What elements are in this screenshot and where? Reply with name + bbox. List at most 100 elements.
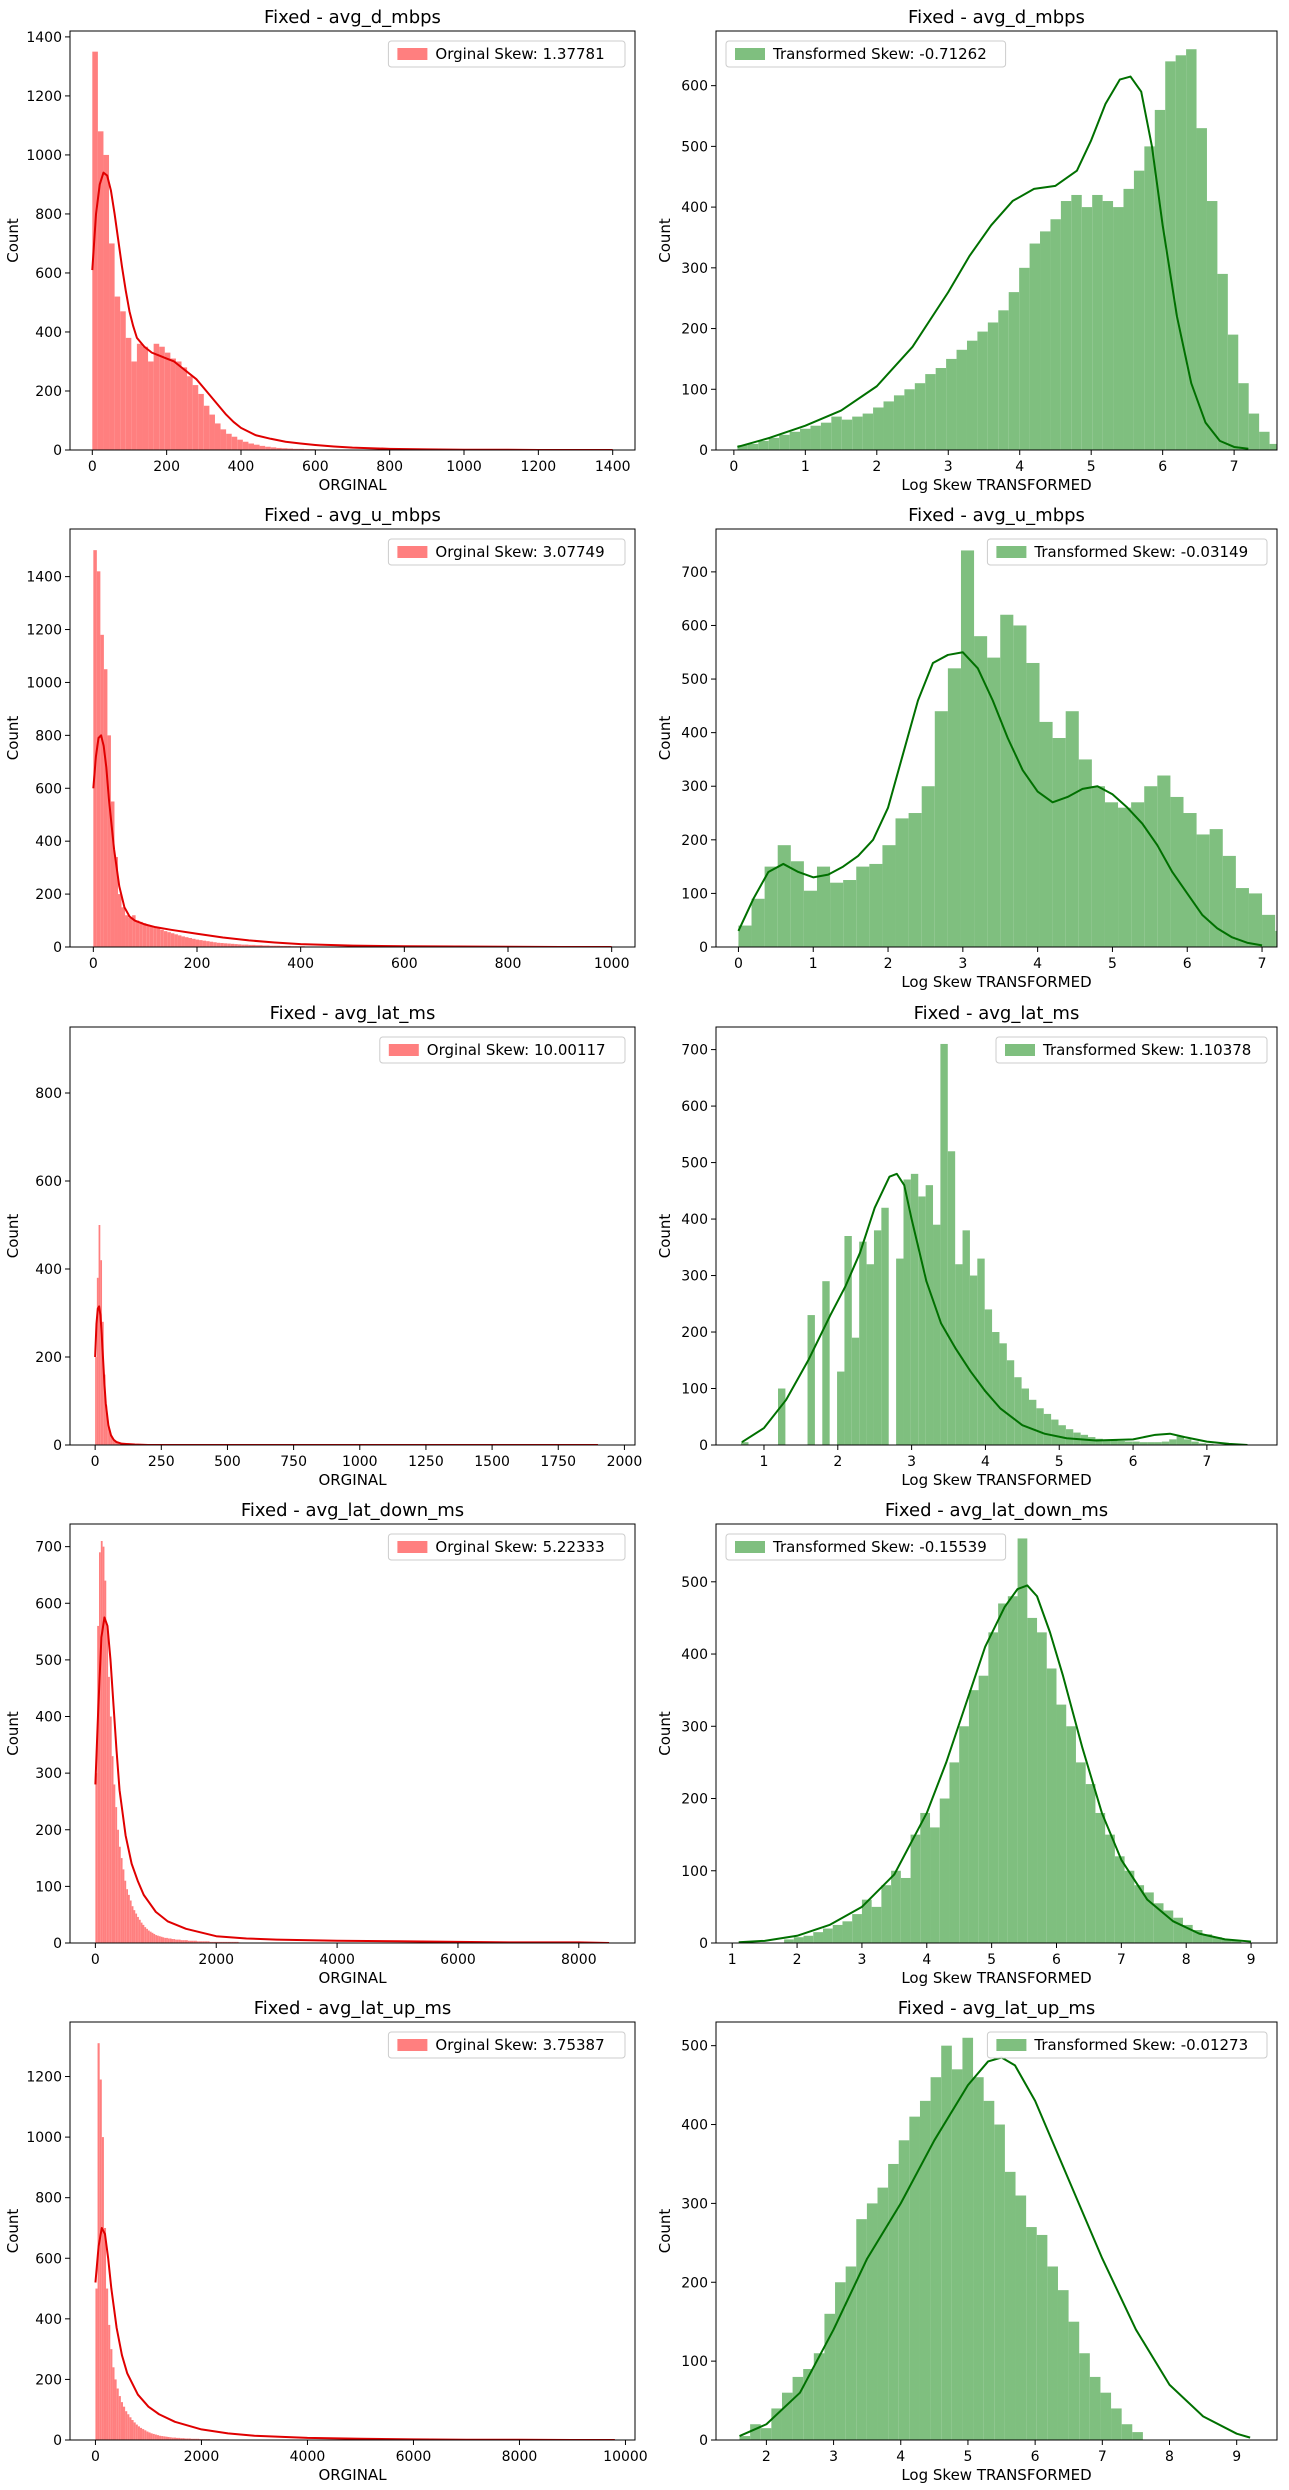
axes-frame (69, 30, 636, 451)
y-tick-label: 300 (681, 779, 708, 795)
histogram-bar (95, 1357, 97, 1445)
y-tick-label: 500 (681, 139, 708, 155)
histogram-bar (203, 405, 210, 450)
histogram-bar (1196, 128, 1207, 450)
histogram-bar (1004, 2171, 1016, 2440)
histogram-bar (236, 1941, 239, 1943)
x-tick-label: 1500 (474, 1454, 510, 1470)
histogram-bar (254, 444, 260, 450)
histogram-bar (1066, 1726, 1076, 1943)
histogram-bar (140, 1922, 143, 1943)
histogram-bar (265, 446, 271, 450)
chart-title: Fixed - avg_lat_down_ms (241, 1500, 464, 1521)
x-tick-label: 9 (1232, 2449, 1241, 2465)
histogram-bar (1157, 775, 1171, 947)
histogram-bar (792, 2376, 804, 2440)
y-axis-label: Count (656, 1711, 674, 1756)
legend: Transformed Skew: -0.71262 (725, 40, 1007, 68)
histogram-bar (768, 437, 780, 450)
x-tick-label: 250 (148, 1454, 175, 1470)
histogram-bar (114, 2379, 117, 2440)
histogram-bar (956, 349, 967, 450)
histogram-bar (1056, 1704, 1067, 1943)
histogram-bar (1182, 1924, 1193, 1943)
y-tick-label: 1200 (26, 623, 62, 639)
chart-panel-8: 1 2 3 4 5 6 7 8 9 0 100 200 300 400 500 Fixed - avg_lat… (656, 1500, 1278, 1987)
histogram-bar (209, 941, 214, 947)
histogram-bar (216, 942, 221, 947)
histogram-bar (114, 296, 121, 450)
histogram-bar (793, 1937, 804, 1943)
histogram-bar (146, 924, 150, 947)
histogram-bar (248, 443, 254, 450)
legend-swatch (735, 48, 765, 60)
histogram-bar (120, 1858, 123, 1943)
histogram-bar (190, 2438, 193, 2440)
histogram-bar (1217, 273, 1228, 450)
histogram-bar (1015, 2195, 1027, 2440)
y-tick-label: 200 (681, 833, 708, 849)
histogram-bar (843, 880, 857, 947)
histogram-bar (984, 1309, 993, 1445)
y-tick-label: 0 (53, 1936, 62, 1952)
histogram-bar (747, 443, 759, 450)
histogram-bar (196, 1941, 199, 1943)
histogram-bar (830, 882, 844, 947)
histogram-bar (946, 358, 957, 450)
histogram-bar (193, 1940, 196, 1943)
x-tick-label: 10000 (603, 2449, 648, 2465)
histogram-bar (987, 657, 1001, 947)
histogram-bar (120, 2402, 123, 2440)
histogram-bar (149, 925, 154, 947)
histogram-bar (225, 1941, 228, 1943)
histogram-bar (908, 813, 922, 947)
histogram-bar (974, 636, 988, 947)
chart-title: Fixed - avg_d_mbps (264, 7, 441, 28)
y-tick-label: 500 (35, 1653, 62, 1669)
histogram-bar (810, 425, 821, 450)
x-axis-label: Log Skew TRANSFORMED (901, 973, 1091, 991)
y-tick-label: 300 (681, 2196, 708, 2212)
histogram-bar (851, 1337, 860, 1445)
y-tick-label: 100 (681, 1382, 708, 1398)
histogram-bar (99, 1552, 101, 1943)
y-tick-label: 700 (35, 1540, 62, 1556)
histogram-bar (1198, 1443, 1207, 1445)
histogram-bar (114, 1440, 116, 1445)
histogram-bar (161, 2436, 164, 2440)
histogram-bar (930, 2077, 942, 2440)
histogram-bar (973, 2077, 984, 2440)
histogram-bar (117, 1829, 119, 1943)
histogram-bar (784, 1939, 794, 1943)
y-tick-label: 100 (35, 1879, 62, 1895)
histogram-bar (170, 933, 175, 947)
histogram-bar (1147, 1442, 1155, 1445)
histogram-bar (98, 1225, 101, 1445)
x-tick-label: 0 (91, 2449, 100, 2465)
histogram-bar (1100, 2392, 1112, 2440)
x-tick-label: 4 (981, 1454, 990, 1470)
x-tick-label: 0 (734, 956, 743, 972)
histogram-bar (758, 440, 769, 450)
histogram-bar (144, 1927, 147, 1943)
legend-swatch (397, 2039, 428, 2051)
legend: Orginal Skew: 3.75387 (387, 2031, 626, 2059)
histogram-bar (112, 1438, 115, 1445)
chart-title: Fixed - avg_u_mbps (264, 505, 441, 526)
histogram-bar (777, 845, 791, 947)
histogram-bar (845, 2266, 857, 2440)
histogram-bar (115, 1441, 118, 1445)
histogram-bar (144, 2430, 147, 2440)
x-tick-label: 6000 (396, 2449, 432, 2465)
histogram-bar (209, 414, 215, 450)
histogram-bar (113, 1784, 116, 1943)
histogram-bar (1132, 1441, 1140, 1445)
axes-frame (69, 1523, 636, 1944)
y-axis-label: Count (656, 2209, 674, 2254)
histogram-bar (164, 1937, 167, 1943)
histogram-bar (1000, 614, 1014, 947)
kde-line (741, 1172, 1248, 1445)
histogram-bar (790, 861, 804, 947)
x-tick-label: 4 (1033, 956, 1042, 972)
histogram-bar (1029, 243, 1041, 450)
